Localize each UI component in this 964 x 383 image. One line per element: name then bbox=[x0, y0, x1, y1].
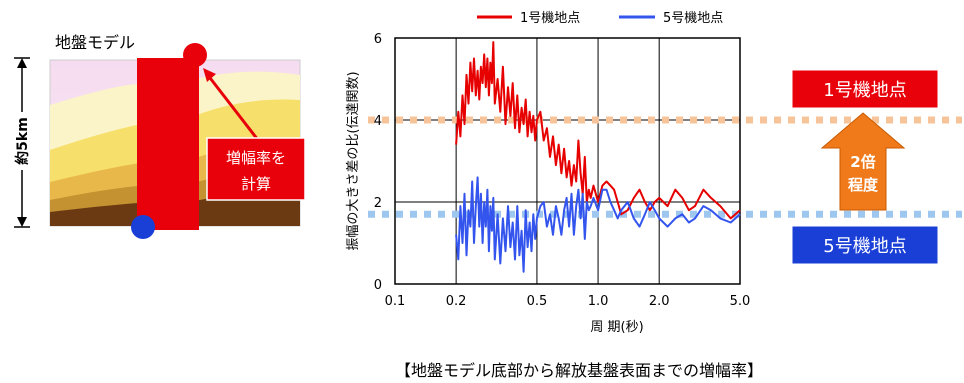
surface-point-marker bbox=[183, 43, 207, 67]
depth-label-bg bbox=[12, 112, 32, 170]
x-axis-label: 周 期(秒) bbox=[590, 320, 643, 335]
depth-arrow-up bbox=[17, 58, 27, 68]
grid-lines bbox=[395, 38, 740, 284]
y-axis-label: 振幅の大きさ差の比(伝達関数) bbox=[346, 71, 361, 250]
y-tick-label: 6 bbox=[374, 32, 382, 47]
callout-text-line2: 計算 bbox=[241, 175, 271, 193]
borehole-column bbox=[137, 58, 199, 230]
y-tick-label: 4 bbox=[374, 114, 382, 129]
x-tick-label: 0.5 bbox=[527, 294, 548, 309]
x-tick-label: 0.1 bbox=[385, 294, 406, 309]
chart: 0.1 0.2 0.5 1.0 2.0 5.0 0 2 4 6 周 期(秒) 振幅の大きさ差の比(… bbox=[346, 11, 962, 335]
callout-arrowhead bbox=[203, 68, 216, 82]
ground-model: 地盤モデル 増幅率を 計算 約5km bbox=[12, 33, 306, 239]
unit1-badge-label: 1号機地点 bbox=[823, 80, 906, 101]
legend-label-unit1: 1号機地点 bbox=[520, 11, 580, 26]
depth-label: 約5km bbox=[14, 117, 31, 165]
x-tick-label: 0.2 bbox=[446, 294, 467, 309]
callout-text-line1: 増幅率を bbox=[226, 149, 286, 167]
legend: 1号機地点 5号機地点 bbox=[477, 11, 723, 26]
bottom-point-marker bbox=[131, 215, 155, 239]
unit1-badge bbox=[791, 69, 939, 109]
y-tick-label: 2 bbox=[374, 196, 382, 211]
plot-frame bbox=[394, 37, 741, 285]
series-layer bbox=[455, 41, 741, 273]
y-tick-label: 0 bbox=[374, 278, 382, 293]
depth-arrow-down bbox=[17, 217, 27, 227]
x-tick-label: 1.0 bbox=[588, 294, 609, 309]
unit5-badge-label: 5号機地点 bbox=[823, 236, 906, 257]
x-tick-label: 5.0 bbox=[730, 294, 751, 309]
ground-model-title: 地盤モデル bbox=[55, 33, 135, 52]
unit5-badge bbox=[791, 225, 939, 265]
ratio-label-line1: 2倍 bbox=[850, 153, 875, 171]
figure-caption: 【地盤モデル底部から解放基盤表面までの増幅率】 bbox=[395, 361, 764, 380]
ratio-label-line2: 程度 bbox=[848, 176, 879, 194]
series-line-unit5 bbox=[455, 176, 741, 273]
x-tick-label: 2.0 bbox=[649, 294, 670, 309]
ratio-up-arrow bbox=[820, 112, 906, 211]
callout-box bbox=[206, 137, 306, 201]
series-line-unit1 bbox=[455, 41, 741, 220]
callout-arrow-line bbox=[205, 73, 260, 141]
legend-label-unit5: 5号機地点 bbox=[663, 11, 723, 26]
comparison-panel: 1号機地点 2倍 程度 5号機地点 bbox=[791, 69, 939, 265]
tick-labels: 0.1 0.2 0.5 1.0 2.0 5.0 0 2 4 6 bbox=[374, 32, 751, 309]
